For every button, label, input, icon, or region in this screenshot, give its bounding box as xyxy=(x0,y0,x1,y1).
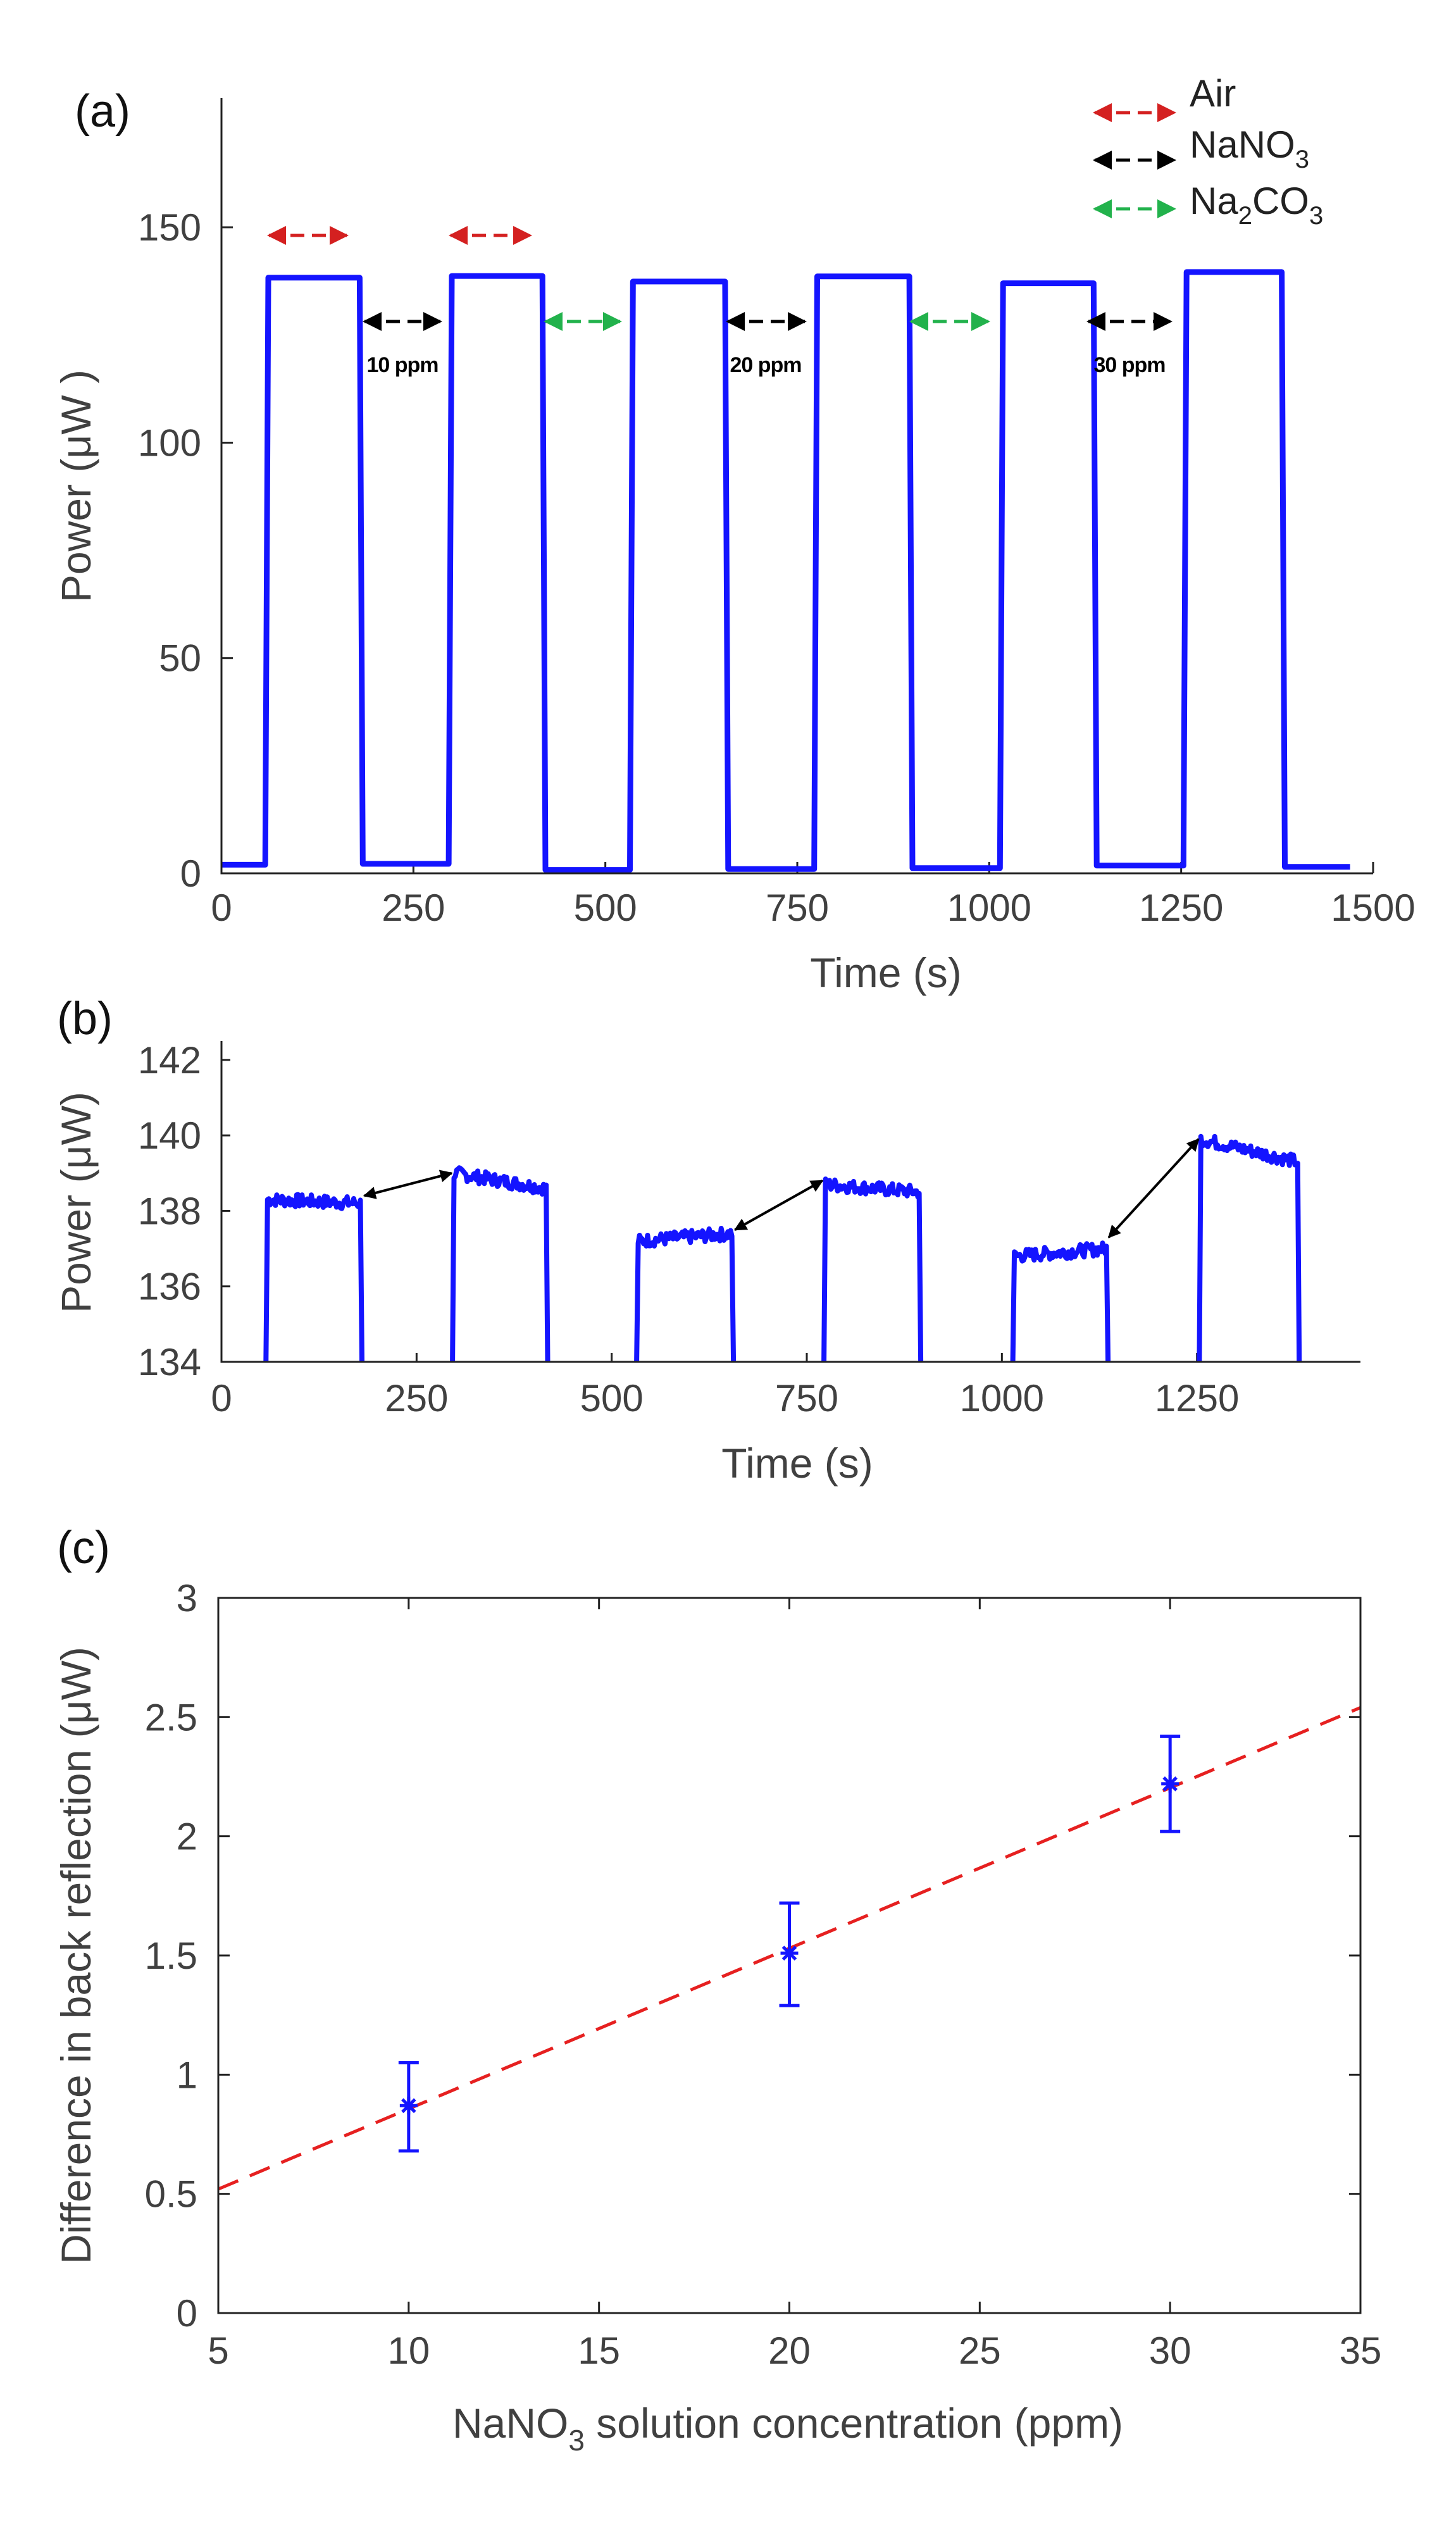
panel-c-label: (c) xyxy=(57,1523,110,1573)
panel-a-xlabel: Time (s) xyxy=(810,949,962,996)
panel-c-xtick-label: 20 xyxy=(768,2329,811,2372)
panel-a-label: (a) xyxy=(75,86,130,137)
panel-a-ytick-label: 0 xyxy=(180,852,201,895)
panel-a-xtick-label: 1500 xyxy=(1331,887,1415,929)
panel-c-ytick-label: 2 xyxy=(177,1816,197,1858)
panel-a-ticks: 0 250 500 750 1000 1250 1500 0 50 100 150 xyxy=(138,206,1416,929)
panel-b-plateau-trace xyxy=(821,1176,924,1363)
panel-b-xtick-label: 250 xyxy=(385,1377,448,1419)
panel-b-ylabel: Power (μW) xyxy=(53,1092,99,1313)
panel-b-ticks: 0 250 500 750 1000 1250 134 136 138 140 142 xyxy=(138,1039,1240,1419)
panel-b-xtick-label: 500 xyxy=(580,1377,644,1419)
panel-b-power-traces xyxy=(263,1133,1302,1363)
panel-c-point xyxy=(779,1901,800,2007)
panel-b-ytick-label: 134 xyxy=(138,1341,201,1383)
panel-a-ytick-label: 150 xyxy=(138,206,201,249)
panel-a-state-arrows: 10 ppm 20 ppm 30 ppm xyxy=(267,226,1173,377)
panel-a-legend: Air NaNO3 Na2CO3 xyxy=(1093,72,1323,230)
panel-b-xtick-label: 0 xyxy=(211,1377,232,1419)
panel-c-ytick-label: 0.5 xyxy=(145,2173,197,2216)
panel-c-asterisk-marker xyxy=(1161,1774,1179,1793)
legend-air-label: Air xyxy=(1190,72,1236,115)
panel-c-ytick-label: 0 xyxy=(177,2292,197,2335)
panel-c-point xyxy=(398,2061,419,2153)
panel-a-xtick-label: 250 xyxy=(382,887,445,929)
panel-a-xtick-label: 500 xyxy=(574,887,637,929)
panel-c-ytick-label: 1 xyxy=(177,2054,197,2096)
panel-c-ytick-label: 3 xyxy=(177,1577,197,1619)
panel-b-xlabel: Time (s) xyxy=(721,1440,873,1487)
panel-c-asterisk-marker xyxy=(780,1944,799,1962)
panel-c-xtick-label: 15 xyxy=(578,2329,620,2372)
panel-b-axes xyxy=(220,1041,1360,1363)
annotation-10ppm: 10 ppm xyxy=(366,353,438,377)
panel-a-xtick-label: 0 xyxy=(211,887,232,929)
panel-b-plateau-trace xyxy=(450,1165,551,1363)
panel-c-xtick-label: 30 xyxy=(1149,2329,1192,2372)
panel-c-xtick-label: 35 xyxy=(1340,2329,1382,2372)
panel-c-data-points xyxy=(398,1734,1181,2153)
panel-a-ytick-label: 50 xyxy=(159,637,201,680)
panel-a-ylabel: Power (μW ) xyxy=(53,370,99,602)
panel-c-xtick-label: 25 xyxy=(959,2329,1001,2372)
panel-b-difference-arrow xyxy=(363,1169,453,1199)
panel-b-difference-arrows xyxy=(363,1138,1200,1238)
panel-a-axes xyxy=(220,98,1373,875)
legend-nano3-label: NaNO3 xyxy=(1190,123,1309,173)
panel-c-ylabel: Difference in back reflection (μW) xyxy=(53,1647,99,2264)
panel-c-point xyxy=(1160,1734,1181,1833)
panel-c-asterisk-marker xyxy=(399,2097,418,2115)
panel-c-ytick-label: 1.5 xyxy=(145,1935,197,1977)
panel-b-plateau-trace xyxy=(263,1192,364,1363)
panel-a-xtick-label: 750 xyxy=(766,887,829,929)
annotation-20ppm: 20 ppm xyxy=(730,353,801,377)
panel-a-power-trace xyxy=(221,269,1350,873)
legend-na2co3-label: Na2CO3 xyxy=(1190,180,1323,230)
panel-b-ytick-label: 142 xyxy=(138,1039,201,1082)
panel-c: (c) 5 10 15 20 25 30 35 0 0.5 1 1.5 2 2.5 3 NaNO3 sol… xyxy=(53,1523,1381,2457)
panel-a: (a) 0 250 500 750 1000 1250 1500 0 50 100 150 Time… xyxy=(53,72,1416,996)
panel-b-ytick-label: 136 xyxy=(138,1266,201,1308)
panel-c-axes-box xyxy=(217,1597,1362,2314)
panel-b: (b) 0 250 500 750 1000 1250 134 136 138 140 142 Ti… xyxy=(53,994,1360,1487)
panel-b-label: (b) xyxy=(57,994,113,1044)
panel-c-xlabel: NaNO3 solution concentration (ppm) xyxy=(452,2400,1123,2457)
panel-b-plateau-trace xyxy=(1197,1133,1302,1363)
panel-c-ytick-label: 2.5 xyxy=(145,1696,197,1738)
annotation-30ppm: 30 ppm xyxy=(1093,353,1165,377)
panel-a-xtick-label: 1000 xyxy=(947,887,1031,929)
panel-b-ytick-label: 140 xyxy=(138,1114,201,1157)
panel-b-difference-arrow xyxy=(733,1179,824,1231)
panel-a-ytick-label: 100 xyxy=(138,421,201,464)
panel-b-difference-arrow xyxy=(1107,1138,1200,1238)
panel-c-ticks: 5 10 15 20 25 30 35 0 0.5 1 1.5 2 2.5 3 xyxy=(145,1577,1382,2372)
panel-a-xtick-label: 1250 xyxy=(1139,887,1223,929)
panel-b-xtick-label: 750 xyxy=(775,1377,838,1419)
panel-b-ytick-label: 138 xyxy=(138,1190,201,1232)
panel-b-plateau-trace xyxy=(634,1226,737,1363)
panel-b-plateau-trace xyxy=(1010,1240,1111,1363)
panel-b-xtick-label: 1000 xyxy=(960,1377,1044,1419)
panel-c-xtick-label: 5 xyxy=(208,2329,228,2372)
panel-c-xtick-label: 10 xyxy=(387,2329,430,2372)
panel-b-xtick-label: 1250 xyxy=(1155,1377,1239,1419)
